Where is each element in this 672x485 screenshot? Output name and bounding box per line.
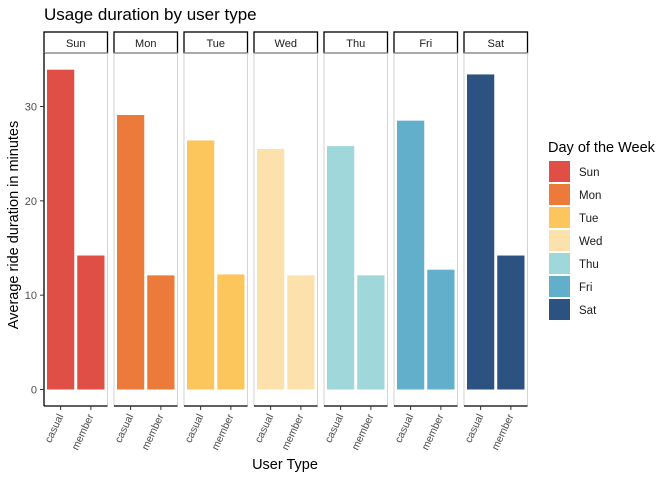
x-tick-label: member [209,412,236,452]
legend-label: Tue [579,213,598,225]
bar-tue-member [217,274,245,390]
x-tick-label: casual [323,412,347,445]
x-tick-label: member [349,412,376,452]
legend-key-wed [549,230,570,251]
y-tick-label: 30 [25,102,37,114]
legend-key-mon [549,184,570,205]
legend-label: Mon [579,190,601,202]
bar-sun-member [77,255,105,390]
bar-thu-casual [327,146,355,390]
x-tick-label: casual [253,412,277,445]
x-tick-label: member [489,412,516,452]
y-axis-title: Average ride duration in minutes [6,121,22,330]
facet-strip-label: Sat [487,38,504,50]
x-tick-label: casual [393,412,417,445]
legend-label: Sat [579,305,597,317]
legend-key-thu [549,253,570,274]
facet-panel-sat: Sat casual member [463,31,529,452]
legend-key-fri [549,276,570,297]
bar-mon-member [147,275,175,390]
legend-label: Sun [579,167,599,179]
facet-strip-label: Mon [135,38,156,50]
bar-sat-casual [467,74,495,390]
facet-panel-thu: Thu casual member [323,31,389,452]
x-axis-title: User Type [252,457,318,473]
facet-strip-label: Thu [346,38,365,50]
legend-label: Wed [579,236,602,248]
x-tick-label: casual [113,412,137,445]
x-tick-label: member [419,412,446,452]
x-tick-label: casual [463,412,487,445]
y-tick-label: 20 [25,196,37,208]
legend-key-sat [549,299,570,320]
facet-panel-tue: Tue casual member [183,31,249,452]
x-tick-label: casual [183,412,207,445]
bar-fri-member [427,269,455,390]
bar-thu-member [357,275,385,390]
facet-strip-label: Fri [419,38,432,50]
bar-fri-casual [397,120,425,390]
facet-panel-fri: Fri casual member [393,31,459,452]
legend-key-sun [549,161,570,182]
x-tick-label: member [69,412,96,452]
facet-panel-sun: Sun casual member [43,31,109,452]
facet-panel-wed: Wed casual member [253,31,319,452]
y-axis: 0 10 20 30 [25,53,45,406]
bar-sat-member [497,255,525,390]
x-tick-label: member [139,412,166,452]
facet-strip-label: Sun [66,38,86,50]
legend-label: Fri [579,282,592,294]
bar-tue-casual [187,140,215,390]
bar-wed-casual [257,148,285,390]
facet-panel-mon: Mon casual member [113,31,179,452]
legend-label: Thu [579,259,599,271]
bar-wed-member [287,275,315,390]
y-tick-label: 10 [25,290,37,302]
chart-title: Usage duration by user type [44,5,257,24]
facet-strip-label: Tue [206,38,225,50]
x-tick-label: casual [43,412,67,445]
bar-mon-casual [117,114,145,390]
x-tick-label: member [279,412,306,452]
facet-strip-label: Wed [275,38,297,50]
y-tick-label: 0 [31,385,37,397]
legend: Day of the Week Sun Mon Tue Wed Thu Fri Sat [548,140,656,320]
legend-key-tue [549,207,570,228]
legend-title: Day of the Week [548,140,656,156]
bar-sun-casual [47,69,75,390]
